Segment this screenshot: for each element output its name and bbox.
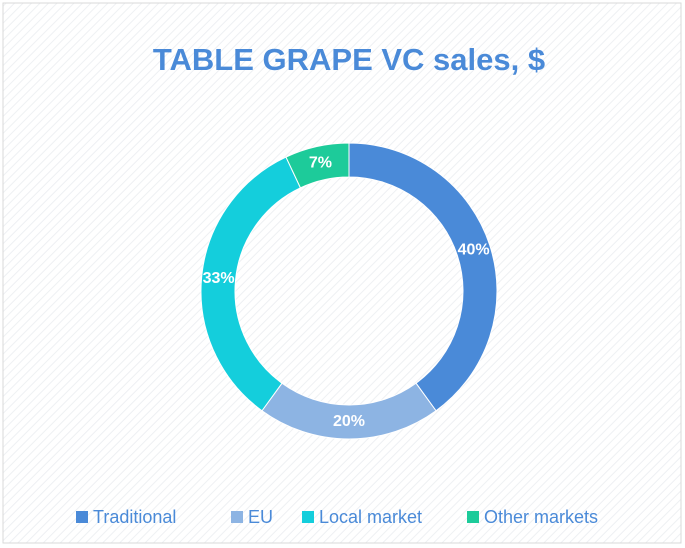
- data-label: 20%: [333, 413, 365, 430]
- data-label: 40%: [458, 242, 490, 259]
- legend-label: EU: [248, 507, 273, 527]
- legend-swatch: [76, 511, 88, 523]
- legend-swatch: [467, 511, 479, 523]
- legend-label: Local market: [319, 507, 422, 527]
- data-label: 7%: [309, 154, 332, 171]
- legend-label: Traditional: [93, 507, 176, 527]
- legend-label: Other markets: [484, 507, 598, 527]
- chart-title: TABLE GRAPE VC sales, $: [153, 42, 545, 77]
- donut-slice: [285, 142, 350, 189]
- legend-swatch: [231, 511, 243, 523]
- legend-swatch: [302, 511, 314, 523]
- data-label: 33%: [203, 270, 235, 287]
